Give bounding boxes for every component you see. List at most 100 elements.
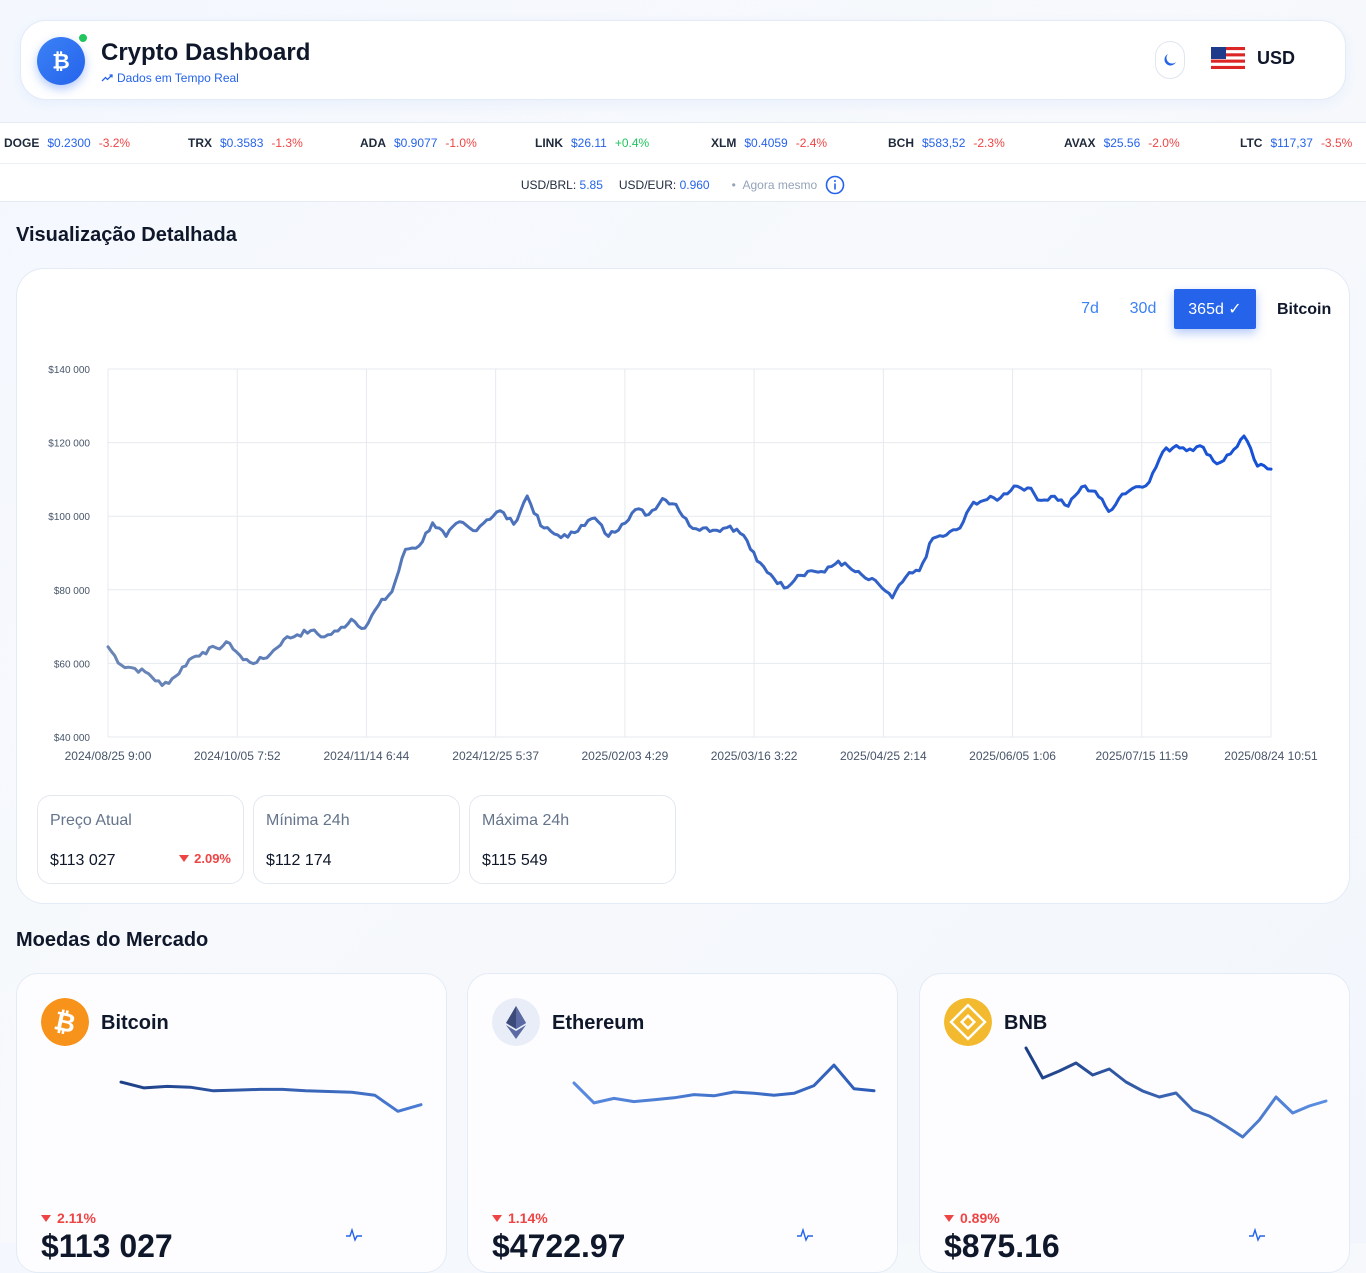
svg-text:₿: ₿ [52,49,70,74]
x-tick-label: 2024/08/25 9:00 [65,749,152,763]
exchange-rates: USD/BRL: 5.85 USD/EUR: 0.960 • Agora mes… [0,175,1366,195]
bitcoin-logo-icon: ₿ [37,37,85,85]
rate-usd-brl-label: USD/BRL: [520,178,577,192]
app-subtitle: Dados em Tempo Real [101,71,239,85]
coin-card-bnb[interactable]: BNB 0.89% $875.16 [919,973,1350,1273]
coin-price: $4722.97 [492,1228,626,1264]
stat-label: Mínima 24h [266,812,350,829]
stat-change-value: 2.09% [194,851,231,866]
x-tick-label: 2025/03/16 3:22 [711,749,798,763]
bnb-icon [944,998,992,1046]
ticker-symbol: XLM [711,136,737,150]
x-tick-label: 2024/10/05 7:52 [194,749,281,763]
ticker-change: -3.5% [1320,136,1353,150]
trending-up-icon [101,74,113,82]
y-tick-label: $40 000 [54,733,91,744]
coin-change-value: 0.89% [960,1210,1000,1226]
x-tick-label: 2025/07/15 11:59 [1096,749,1189,763]
ticker-item-ada[interactable]: ADA $0.9077 -1.0% [360,136,477,150]
sparkline-chart [572,1063,876,1105]
activity-icon [797,1228,813,1242]
coin-name: BNB [1004,1012,1048,1034]
range-7d-button[interactable]: 7d [1081,300,1099,317]
coin-change: 1.14% [492,1210,548,1226]
ticker-price: $0.4059 [744,136,788,150]
ticker-price: $0.9077 [394,136,438,150]
info-icon[interactable] [825,175,845,195]
range-30d-button[interactable]: 30d [1129,300,1157,317]
ticker-change: -1.3% [271,136,303,150]
stat-label: Preço Atual [50,812,132,829]
ticker-change: -3.2% [98,136,131,150]
ticker-price: $0.3583 [220,136,264,150]
ticker-change: -1.0% [445,136,477,150]
rate-usd-eur-value: 0.960 [679,178,710,192]
ticker-price: $26.11 [571,136,607,150]
detail-section-title: Visualização Detalhada [16,224,237,246]
ticker-item-doge[interactable]: DOGE $0.2300 -3.2% [4,136,130,150]
sparkline-chart [1024,1046,1328,1139]
x-tick-label: 2024/11/14 6:44 [324,749,410,763]
ticker-item-xlm[interactable]: XLM $0.4059 -2.4% [711,136,827,150]
x-tick-label: 2025/02/03 4:29 [582,749,669,763]
sparkline-series [119,1080,423,1113]
app-header: ₿ Crypto Dashboard Dados em Tempo Real U… [20,20,1346,100]
y-tick-label: $100 000 [48,512,90,523]
ticker-item-avax[interactable]: AVAX $25.56 -2.0% [1064,136,1180,150]
ticker-item-bch[interactable]: BCH $583,52 -2.3% [888,136,1005,150]
price-ticker: DOGE $0.2300 -3.2% TRX $0.3583 -1.3% ADA $0.9… [0,122,1366,202]
x-tick-label: 2025/06/05 1:06 [969,749,1056,763]
ticker-price: $25.56 [1103,136,1141,150]
arrow-down-icon [41,1214,51,1222]
stat-value: $113 027 [50,852,116,869]
currency-code: USD [1257,47,1296,68]
stat-value: $115 549 [482,852,548,869]
theme-toggle-button[interactable] [1155,41,1185,79]
x-tick-label: 2025/08/24 10:51 [1224,749,1318,763]
ticker-change: +0.4% [614,136,650,150]
stat-current-price: Preço Atual $113 027 2.09% [37,795,244,884]
moon-icon [1164,54,1176,66]
stat-min-24h: Mínima 24h $112 174 [253,795,460,884]
coin-price: $113 027 [41,1228,173,1264]
coin-name: Bitcoin [101,1012,169,1034]
y-tick-label: $60 000 [54,659,91,670]
app-subtitle-text: Dados em Tempo Real [117,71,239,85]
sparkline-series [1024,1046,1328,1139]
price-line-chart: $140 000 $120 000 $100 000 $80 000 $60 000 $4… [48,365,1318,763]
detail-chart-card: 7d 30d 365d ✓ Bitcoin $140 000 $120 000 $1… [16,268,1350,904]
ticker-symbol: DOGE [4,136,40,150]
last-updated: • Agora mesmo [731,178,818,192]
last-updated-text: Agora mesmo [742,178,818,192]
market-section-title: Moedas do Mercado [16,929,209,951]
selected-coin-label[interactable]: Bitcoin [1277,301,1332,318]
price-series-line [106,434,1273,687]
currency-selector[interactable]: USD [1211,47,1295,69]
ticker-item-ltc[interactable]: LTC $117,37 -3.5% [1240,136,1352,150]
ticker-symbol: BCH [888,136,914,150]
ticker-item-link[interactable]: LINK $26.11 +0.4% [535,136,649,150]
range-365d-button[interactable]: 365d ✓ [1174,289,1256,329]
coin-change: 0.89% [944,1210,1000,1226]
stat-change: 2.09% [179,851,231,866]
arrow-down-icon [492,1214,502,1222]
bitcoin-icon: ₿ [41,998,89,1046]
rate-usd-brl-value: 5.85 [579,178,603,192]
ticker-symbol: LTC [1240,136,1263,150]
ticker-change: -2.4% [795,136,828,150]
app-title: Crypto Dashboard [101,39,311,66]
coin-change-value: 2.11% [57,1210,96,1226]
x-tick-label: 2025/04/25 2:14 [840,749,927,763]
stat-label: Máxima 24h [482,812,570,829]
stat-max-24h: Máxima 24h $115 549 [469,795,676,884]
ticker-item-trx[interactable]: TRX $0.3583 -1.3% [188,136,303,150]
us-flag-icon [1211,47,1245,69]
sparkline-chart [119,1080,423,1113]
y-tick-label: $120 000 [48,439,90,450]
coin-name: Ethereum [552,1012,645,1034]
y-tick-label: $140 000 [48,365,90,376]
ticker-price: $117,37 [1270,136,1313,150]
activity-icon [1249,1228,1265,1242]
coin-card-ethereum[interactable]: Ethereum 1.14% $4722.97 [467,973,898,1273]
coin-card-bitcoin[interactable]: ₿ Bitcoin 2.11% $113 027 [16,973,447,1273]
